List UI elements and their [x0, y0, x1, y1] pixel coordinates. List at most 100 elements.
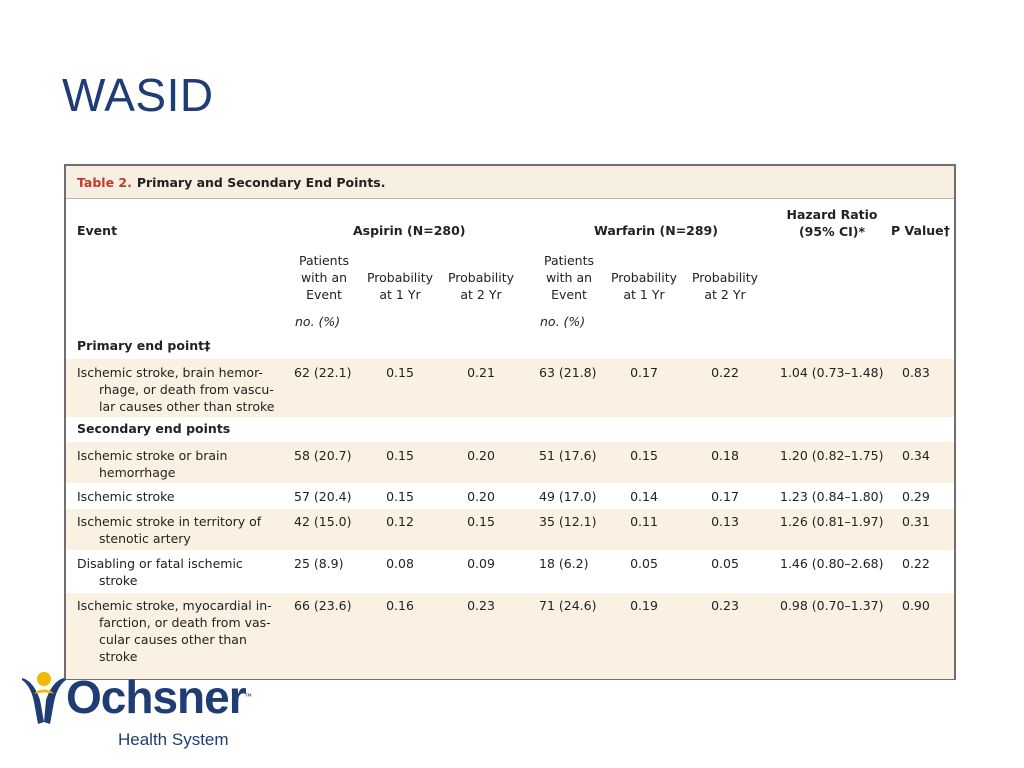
header-event: Event	[77, 223, 118, 238]
warfarin-prob-2yr: 0.05	[711, 556, 739, 571]
p-value: 0.34	[902, 448, 930, 463]
event-line: lar causes other than stroke	[99, 399, 275, 414]
logo-trademark: ™	[244, 692, 252, 701]
hazard-ratio: 1.20 (0.82–1.75)	[780, 448, 884, 463]
event-line: Ischemic stroke, brain hemor-	[77, 365, 263, 380]
subheader-text: at 1 Yr	[379, 287, 421, 302]
aspirin-prob-1yr: 0.15	[386, 365, 414, 380]
table-row: Ischemic stroke, brain hemor- rhage, or …	[66, 359, 954, 417]
logo-subtitle: Health System	[118, 730, 229, 749]
subheader-text: at 2 Yr	[704, 287, 746, 302]
subheader-text: Probability	[366, 270, 434, 285]
warfarin-events: 49 (17.0)	[539, 489, 597, 504]
subheader-aspirin-prob2: Probability at 2 Yr	[441, 269, 521, 303]
subheader-text: Event	[306, 287, 342, 302]
subheader-aspirin-patients: Patients with an Event	[284, 252, 364, 303]
section-primary: Primary end point‡	[77, 338, 211, 353]
aspirin-prob-2yr: 0.21	[467, 365, 495, 380]
event-line: Ischemic stroke	[77, 489, 175, 504]
aspirin-prob-2yr: 0.15	[467, 514, 495, 529]
warfarin-prob-1yr: 0.11	[630, 514, 658, 529]
ochsner-logo: Ochsner ™ Health System	[20, 662, 260, 762]
warfarin-prob-1yr: 0.15	[630, 448, 658, 463]
header-hazard-ratio-line2: (95% CI)*	[798, 224, 866, 239]
event-line: Disabling or fatal ischemic	[77, 556, 243, 571]
row-event: Ischemic stroke in territory of stenotic…	[77, 513, 277, 547]
subheader-warfarin-patients: Patients with an Event	[529, 252, 609, 303]
event-line: hemorrhage	[99, 465, 176, 480]
subheader-aspirin-prob1: Probability at 1 Yr	[360, 269, 440, 303]
table-number: Table 2.	[77, 174, 132, 190]
row-event: Disabling or fatal ischemic stroke	[77, 555, 277, 589]
p-value: 0.29	[902, 489, 930, 504]
warfarin-events: 63 (21.8)	[539, 365, 597, 380]
event-line: rhage, or death from vascu-	[99, 382, 274, 397]
event-line: stenotic artery	[99, 531, 191, 546]
p-value: 0.31	[902, 514, 930, 529]
subheader-text: at 2 Yr	[460, 287, 502, 302]
subheader-text: with an	[545, 270, 593, 285]
subheader-text: Event	[551, 287, 587, 302]
aspirin-prob-1yr: 0.15	[386, 489, 414, 504]
table-row: Disabling or fatal ischemic stroke 25 (8…	[66, 552, 954, 592]
table-row: Ischemic stroke 57 (20.4) 0.15 0.20 49 (…	[66, 485, 954, 507]
aspirin-prob-1yr: 0.12	[386, 514, 414, 529]
event-line: Ischemic stroke in territory of	[77, 514, 262, 529]
subheader-text: at 1 Yr	[623, 287, 665, 302]
logo-wordmark: Ochsner	[66, 671, 247, 723]
warfarin-prob-2yr: 0.17	[711, 489, 739, 504]
event-line: stroke	[99, 649, 138, 664]
event-line: cular causes other than	[99, 632, 247, 647]
subheader-text: Patients	[298, 253, 350, 268]
warfarin-prob-1yr: 0.14	[630, 489, 658, 504]
hazard-ratio: 1.26 (0.81–1.97)	[780, 514, 884, 529]
event-line: stroke	[99, 573, 138, 588]
header-hazard-ratio-line1: Hazard Ratio	[786, 207, 878, 222]
end-points-table: Table 2. Primary and Secondary End Point…	[64, 164, 956, 680]
p-value: 0.90	[902, 598, 930, 613]
hazard-ratio: 0.98 (0.70–1.37)	[780, 598, 884, 613]
event-line: farction, or death from vas-	[99, 615, 271, 630]
p-value: 0.83	[902, 365, 930, 380]
row-event: Ischemic stroke, brain hemor- rhage, or …	[77, 364, 277, 415]
aspirin-events: 57 (20.4)	[294, 489, 352, 504]
header-warfarin: Warfarin (N=289)	[594, 223, 718, 238]
header-aspirin: Aspirin (N=280)	[353, 223, 466, 238]
subheader-warfarin-prob2: Probability at 2 Yr	[685, 269, 765, 303]
row-event: Ischemic stroke, myocardial in- farction…	[77, 597, 277, 665]
subheader-warfarin-prob1: Probability at 1 Yr	[604, 269, 684, 303]
aspirin-events: 58 (20.7)	[294, 448, 352, 463]
hazard-ratio: 1.46 (0.80–2.68)	[780, 556, 884, 571]
subheader-text: Probability	[691, 270, 759, 285]
subheader-text: Probability	[610, 270, 678, 285]
table-row: Ischemic stroke or brain hemorrhage 58 (…	[66, 442, 954, 483]
units-aspirin: no. (%)	[295, 314, 341, 329]
warfarin-prob-1yr: 0.17	[630, 365, 658, 380]
hazard-ratio: 1.23 (0.84–1.80)	[780, 489, 884, 504]
warfarin-prob-2yr: 0.13	[711, 514, 739, 529]
table-row: Ischemic stroke, myocardial in- farction…	[66, 593, 954, 679]
warfarin-events: 35 (12.1)	[539, 514, 597, 529]
event-line: Ischemic stroke or brain	[77, 448, 228, 463]
aspirin-prob-2yr: 0.23	[467, 598, 495, 613]
section-secondary: Secondary end points	[77, 421, 231, 436]
header-hazard-ratio: Hazard Ratio (95% CI)*	[770, 206, 894, 240]
table-caption-title: Primary and Secondary End Points.	[136, 174, 386, 190]
warfarin-prob-2yr: 0.23	[711, 598, 739, 613]
row-event: Ischemic stroke or brain hemorrhage	[77, 447, 277, 481]
event-line: Ischemic stroke, myocardial in-	[77, 598, 272, 613]
header-p-value: P Value†	[891, 223, 950, 238]
units-warfarin: no. (%)	[540, 314, 586, 329]
aspirin-prob-2yr: 0.20	[467, 448, 495, 463]
subheader-text: Patients	[543, 253, 595, 268]
aspirin-events: 42 (15.0)	[294, 514, 352, 529]
warfarin-prob-2yr: 0.18	[711, 448, 739, 463]
aspirin-events: 25 (8.9)	[294, 556, 344, 571]
warfarin-events: 18 (6.2)	[539, 556, 589, 571]
aspirin-prob-2yr: 0.20	[467, 489, 495, 504]
ochsner-emblem-icon	[22, 672, 66, 724]
aspirin-events: 62 (22.1)	[294, 365, 352, 380]
hazard-ratio: 1.04 (0.73–1.48)	[780, 365, 884, 380]
aspirin-prob-1yr: 0.15	[386, 448, 414, 463]
warfarin-prob-1yr: 0.19	[630, 598, 658, 613]
